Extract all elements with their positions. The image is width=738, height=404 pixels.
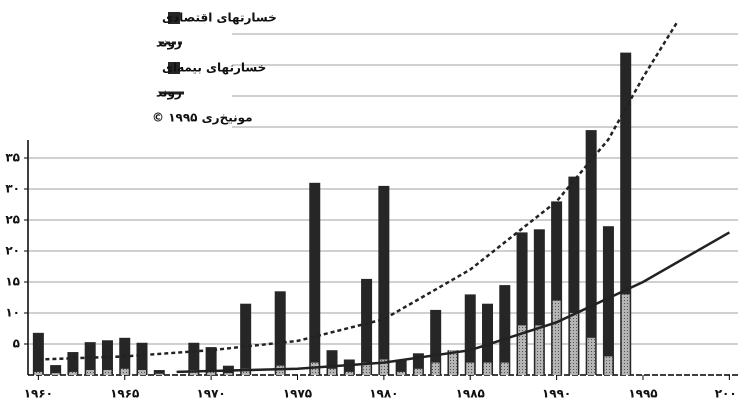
bar	[568, 176, 580, 375]
x-tick-label: ۱۹۶۰	[24, 387, 53, 401]
y-tick-label: ۱۰	[5, 306, 20, 320]
bar	[101, 340, 113, 375]
trend-line	[176, 231, 731, 374]
bar	[86, 370, 95, 375]
bar	[274, 291, 286, 375]
bar	[587, 337, 596, 375]
bar	[224, 373, 233, 375]
bar	[464, 294, 476, 375]
bar	[551, 201, 563, 375]
bar	[535, 325, 544, 375]
bar	[620, 52, 632, 375]
bar	[309, 182, 321, 375]
y-tick-label: ۳۵	[5, 151, 20, 165]
bar	[362, 362, 371, 375]
x-tick-label: ۱۹۹۰	[542, 387, 571, 401]
bar	[414, 368, 423, 375]
bar	[68, 371, 77, 375]
bar	[103, 370, 112, 375]
x-tick-label: ۱۹۸۰	[369, 387, 398, 401]
bar	[207, 370, 216, 375]
x-tick-label: ۱۹۶۵	[110, 387, 139, 401]
bar	[153, 370, 165, 375]
bar	[395, 359, 407, 375]
bar	[397, 371, 406, 375]
trend-line	[38, 20, 679, 361]
y-tick-label: ۲۵	[5, 213, 20, 227]
bar	[516, 232, 528, 375]
x-tick-label: ۱۹۷۰	[196, 387, 225, 401]
bar	[361, 278, 373, 375]
legend-label: روند	[156, 36, 182, 51]
bar	[241, 368, 250, 375]
bar	[343, 359, 355, 375]
bar	[32, 332, 44, 375]
y-tick-label: ۱۵	[5, 275, 20, 289]
marks	[32, 20, 731, 375]
bar	[518, 325, 527, 375]
bar	[155, 373, 164, 375]
bar	[621, 294, 630, 375]
legend-swatch	[168, 12, 180, 24]
bar	[585, 130, 597, 375]
bar	[345, 371, 354, 375]
bar	[500, 362, 509, 375]
note: مونیخ‌ری ۱۹۹۵ ©	[152, 111, 253, 126]
legend-label: خسارتهای اقتصادی	[162, 11, 277, 25]
bar	[50, 365, 62, 375]
bar	[552, 300, 561, 375]
legend-box	[0, 0, 232, 140]
bar	[120, 368, 129, 375]
bar	[412, 353, 424, 375]
bar	[34, 371, 43, 375]
legend-label: خسارتهای بیمه‌ای	[162, 61, 266, 75]
bar	[604, 356, 613, 375]
bar	[379, 359, 388, 375]
bar	[328, 368, 337, 375]
bar	[188, 342, 200, 375]
bar	[482, 303, 494, 375]
bar	[378, 185, 390, 375]
x-tick-label: ۲۰۰۰	[715, 387, 738, 401]
bar	[326, 350, 338, 375]
bar	[466, 362, 475, 375]
bar	[431, 362, 440, 375]
bar	[569, 313, 578, 375]
y-tick-label: ۳۰	[5, 182, 20, 196]
y-tick-label: ۵	[13, 337, 20, 351]
bar	[533, 229, 545, 375]
bar	[240, 303, 252, 375]
bar	[51, 373, 60, 375]
bar	[483, 362, 492, 375]
bar	[602, 226, 614, 375]
bar	[448, 350, 457, 375]
y-tick-label: ۲۰	[5, 244, 20, 258]
x-tick-label: ۱۹۹۵	[628, 387, 657, 401]
legend-label: روند	[156, 86, 182, 101]
x-tick-label: ۱۹۷۵	[283, 387, 312, 401]
x-tick-label: ۱۹۸۵	[456, 387, 485, 401]
bar	[205, 347, 217, 375]
bar	[138, 370, 147, 375]
bar	[499, 285, 511, 375]
legend-swatch	[168, 62, 180, 74]
legend: خسارتهای اقتصادی روند خسارتهای بیمه‌ای روند…	[0, 0, 277, 140]
bar	[430, 309, 442, 375]
bar	[67, 352, 79, 375]
bar	[136, 342, 148, 375]
